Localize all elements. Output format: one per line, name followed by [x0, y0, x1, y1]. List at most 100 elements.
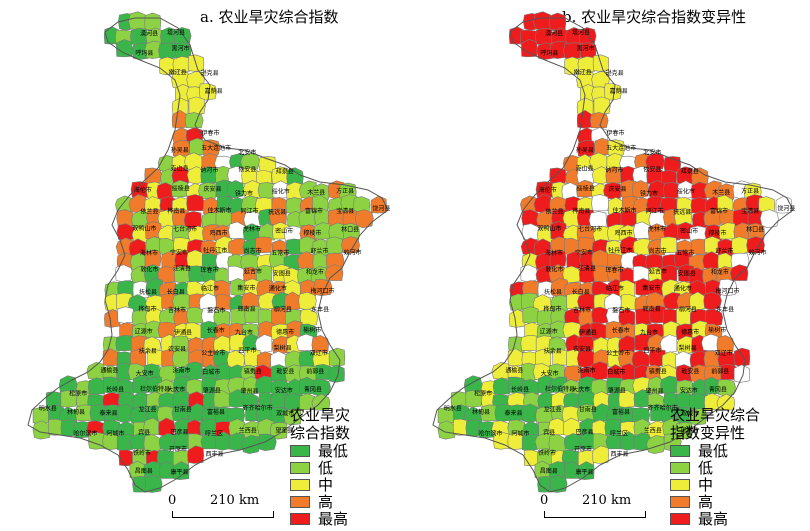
county-label: 肇源县	[608, 387, 626, 395]
legend-swatch	[670, 461, 690, 474]
county-label: 白城市	[607, 368, 625, 376]
county-label: 四平市	[238, 346, 256, 354]
county-label: 明水县	[444, 404, 462, 412]
county-label: 公主岭市	[606, 349, 630, 357]
county-label: 漠河县	[545, 30, 563, 38]
county-region	[312, 379, 331, 397]
county-label: 七台河市	[578, 225, 602, 233]
county-region	[128, 11, 147, 31]
county-region	[659, 334, 678, 354]
scale-line	[544, 511, 646, 518]
county-label: 康平县	[576, 468, 594, 476]
county-label: 抚远县	[268, 208, 286, 216]
county-region	[185, 322, 203, 340]
county-label: 密山市	[680, 227, 698, 235]
county-region	[298, 208, 316, 226]
county-label: 虎林市	[243, 225, 261, 233]
county-label: 泰来县	[504, 409, 522, 417]
legend-label: 中	[698, 476, 714, 494]
county-label: 珲春市	[201, 266, 219, 274]
county-region	[508, 336, 525, 354]
scale-line	[172, 511, 274, 518]
legend-b-title: 农业旱灾综合 指数变异性	[670, 406, 761, 442]
legend-item: 高	[290, 493, 350, 511]
county-region	[632, 238, 652, 256]
county-region	[171, 165, 190, 185]
county-region	[733, 347, 751, 367]
county-label: 青冈县	[709, 386, 727, 394]
county-label: 龙江县	[544, 405, 562, 413]
county-label: 木兰县	[712, 188, 730, 196]
county-region	[186, 249, 205, 268]
county-label: 九台市	[640, 328, 658, 336]
county-label: 集安市	[642, 284, 660, 292]
county-label: 开原市	[169, 445, 187, 453]
county-label: 杜尔伯特县	[545, 385, 575, 393]
county-label: 克山县	[576, 164, 594, 172]
county-label: 方正县	[741, 187, 759, 195]
county-region	[213, 309, 231, 326]
county-region	[618, 309, 636, 326]
county-label: 梨树县	[274, 344, 292, 352]
county-label: 讷河市	[200, 166, 218, 174]
county-region	[269, 421, 288, 440]
county-region	[603, 182, 622, 200]
legend-swatch	[290, 495, 310, 508]
county-label: 舒兰市	[715, 247, 733, 255]
county-region	[520, 334, 539, 351]
county-label: 大安市	[541, 369, 559, 377]
county-label: 松原市	[69, 390, 87, 398]
county-region	[618, 389, 636, 408]
county-region	[465, 390, 483, 408]
legend-item: 最高	[290, 510, 350, 528]
county-label: 前郭县	[711, 368, 729, 376]
county-region	[703, 208, 721, 226]
county-region	[230, 308, 248, 325]
county-label: 逊克县	[201, 69, 219, 77]
county-label: 宝清县	[336, 207, 354, 215]
county-region	[300, 279, 317, 297]
county-label: 哈尔滨市	[478, 429, 502, 437]
county-label: 昌图县	[540, 468, 558, 475]
county-label: 五常市	[676, 249, 694, 257]
county-label: 伊通县	[174, 329, 192, 337]
county-label: 铁力市	[235, 190, 253, 198]
county-label: 兰西县	[644, 427, 662, 435]
county-label: 孙吴县	[576, 146, 594, 154]
legend-swatch	[670, 444, 690, 457]
county-region	[437, 420, 457, 440]
county-label: 林口县	[746, 226, 764, 234]
county-region	[172, 56, 191, 73]
county-region	[227, 238, 247, 256]
county-region	[240, 152, 260, 170]
legend-item: 中	[290, 476, 350, 494]
legend-swatch	[290, 478, 310, 491]
county-label: 庆安县	[609, 185, 627, 193]
county-label: 呼玛县	[540, 49, 558, 57]
legend-item: 高	[670, 493, 760, 511]
county-label: 辉南县	[643, 305, 661, 313]
legend-label: 最高	[318, 510, 349, 528]
county-label: 漠河县	[140, 30, 158, 38]
county-label: 望奎县	[275, 427, 293, 435]
county-label: 林甸县	[472, 408, 490, 416]
legend-item: 最低	[670, 442, 760, 460]
county-label: 同江市	[241, 207, 259, 215]
county-region	[701, 333, 720, 352]
county-region	[116, 434, 134, 451]
county-label: 吉林市	[573, 306, 591, 314]
county-label: 双辽市	[310, 349, 328, 357]
county-region	[577, 56, 596, 73]
county-region	[593, 96, 611, 115]
legend-swatch	[290, 444, 310, 457]
county-label: 拜泉县	[276, 168, 294, 176]
county-label: 磐石市	[612, 306, 630, 314]
county-region	[103, 336, 120, 354]
county-label: 昌图县	[135, 468, 153, 475]
legend-label: 中	[318, 476, 334, 494]
county-region	[521, 434, 539, 451]
legend-label: 低	[318, 459, 334, 477]
county-label: 阿城市	[106, 430, 124, 438]
legend-swatch	[290, 512, 310, 525]
